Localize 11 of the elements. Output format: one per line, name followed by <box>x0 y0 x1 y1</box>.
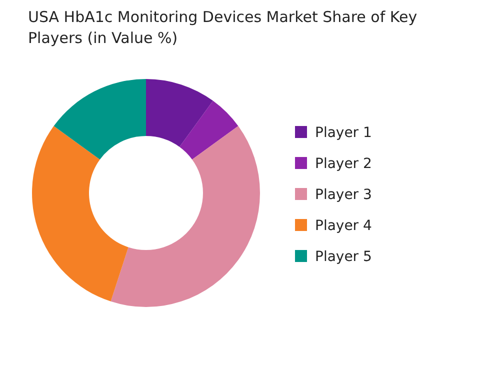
chart-title: USA HbA1c Monitoring Devices Market Share of Key Players (in Value %) <box>28 8 418 47</box>
donut-slice <box>146 79 214 147</box>
donut-slice <box>110 126 260 307</box>
legend-label: Player 1 <box>315 125 372 141</box>
donut-slice <box>32 126 128 302</box>
donut-slice <box>180 100 238 160</box>
legend-label: Player 5 <box>315 249 372 265</box>
legend-label: Player 2 <box>315 156 372 172</box>
legend-label: Player 3 <box>315 187 372 203</box>
donut-slice <box>54 79 146 160</box>
legend-label: Player 4 <box>315 218 372 234</box>
